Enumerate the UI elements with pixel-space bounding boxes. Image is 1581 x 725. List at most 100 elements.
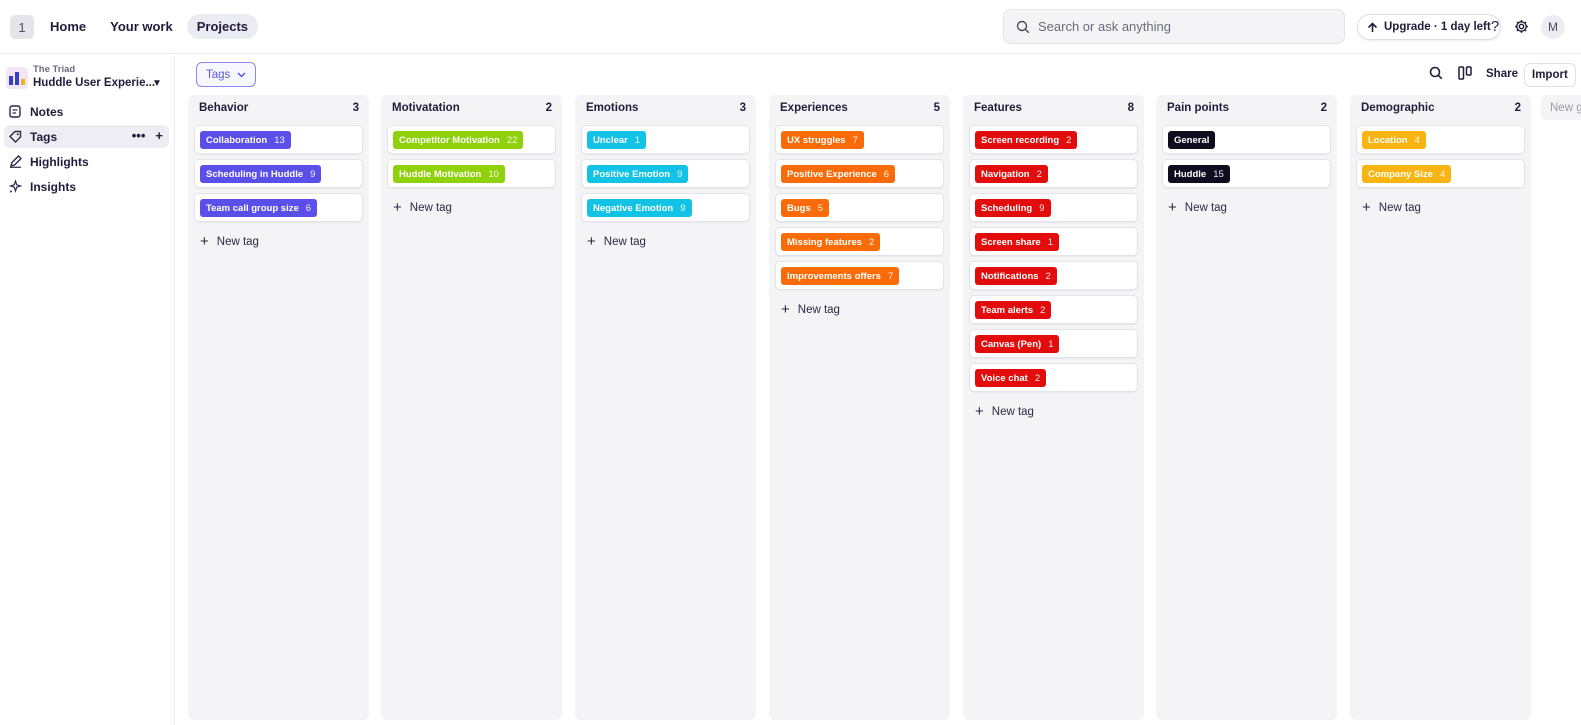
tag-card[interactable]: Team alerts 2 — [969, 295, 1138, 324]
tag-card[interactable]: Positive Emotion 9 — [581, 159, 750, 188]
new-tag-button[interactable]: + New tag — [393, 199, 452, 216]
tag-card[interactable]: Screen recording 2 — [969, 125, 1138, 154]
tag-pill[interactable]: Unclear 1 — [587, 131, 647, 149]
gear-icon[interactable] — [1511, 16, 1531, 36]
tag-card[interactable]: Bugs 5 — [775, 193, 944, 222]
tag-pill[interactable]: Notifications 2 — [975, 267, 1057, 285]
new-tag-button[interactable]: + New tag — [975, 403, 1034, 420]
board-search-icon[interactable] — [1429, 66, 1443, 83]
tag-group-column: Features 8 Screen recording 2 Navigation 2 Sch… — [963, 95, 1144, 720]
nav-your-work[interactable]: Your work — [110, 19, 173, 34]
view-selector[interactable]: Tags — [196, 62, 257, 87]
new-tag-button[interactable]: + New tag — [1362, 199, 1421, 216]
tag-pill[interactable]: Improvements offers 7 — [781, 267, 900, 285]
column-header[interactable]: Emotions 3 — [586, 102, 746, 114]
search-icon — [1016, 20, 1030, 33]
tag-pill[interactable]: UX struggles 7 — [781, 131, 864, 149]
tag-count: 7 — [887, 270, 894, 282]
sidebar-item-highlights[interactable]: Highlights — [4, 150, 169, 173]
tag-pill[interactable]: Positive Experience 6 — [781, 165, 896, 183]
tag-card[interactable]: Voice chat 2 — [969, 363, 1138, 392]
sidebar-item-label: Notes — [30, 104, 64, 119]
tag-pill[interactable]: Huddle 15 — [1168, 165, 1230, 183]
tag-card[interactable]: Navigation 2 — [969, 159, 1138, 188]
tag-pill[interactable]: Positive Emotion 9 — [587, 165, 689, 183]
column-header[interactable]: Motivatation 2 — [392, 102, 552, 114]
tag-pill[interactable]: Navigation 2 — [975, 165, 1048, 183]
tag-card[interactable]: Missing features 2 — [775, 227, 944, 256]
tag-card[interactable]: Team call group size 6 — [194, 193, 363, 222]
tag-card[interactable]: Location 4 — [1356, 125, 1525, 154]
workspace-badge[interactable]: 1 — [10, 15, 34, 39]
tag-pill[interactable]: Competitor Motivation 22 — [393, 131, 524, 149]
tag-name: Screen recording — [981, 134, 1060, 146]
search-input[interactable]: Search or ask anything — [1003, 9, 1345, 44]
chevron-down-icon[interactable]: ▼ — [152, 78, 162, 89]
share-button[interactable]: Share — [1486, 68, 1518, 80]
new-tag-button[interactable]: + New tag — [781, 301, 840, 318]
avatar[interactable]: M — [1541, 15, 1565, 39]
column-header[interactable]: Features 8 — [974, 102, 1134, 114]
tag-pill[interactable]: Location 4 — [1362, 131, 1426, 149]
tag-card[interactable]: Scheduling 9 — [969, 193, 1138, 222]
sidebar-item-tags[interactable]: Tags ••• + — [4, 125, 169, 148]
sidebar-item-notes[interactable]: Notes — [4, 100, 169, 123]
column-header[interactable]: Behavior 3 — [199, 102, 359, 114]
tag-pill[interactable]: Negative Emotion 9 — [587, 199, 692, 217]
new-tag-button[interactable]: + New tag — [587, 233, 646, 250]
new-tag-button[interactable]: + New tag — [200, 233, 259, 250]
tag-pill[interactable]: Team alerts 2 — [975, 301, 1052, 319]
tag-card[interactable]: Positive Experience 6 — [775, 159, 944, 188]
help-icon[interactable]: ? — [1490, 17, 1500, 35]
tag-card[interactable]: Company Size 4 — [1356, 159, 1525, 188]
tag-pill[interactable]: Missing features 2 — [781, 233, 881, 251]
tag-pill[interactable]: Company Size 4 — [1362, 165, 1452, 183]
tag-pill[interactable]: General — [1168, 131, 1216, 149]
tag-card[interactable]: Collaboration 13 — [194, 125, 363, 154]
tag-card[interactable]: Huddle Motivation 10 — [387, 159, 556, 188]
tag-pill[interactable]: Canvas (Pen) 1 — [975, 335, 1060, 353]
tag-name: Improvements offers — [787, 270, 881, 282]
tag-count: 10 — [488, 168, 499, 180]
tag-pill[interactable]: Scheduling 9 — [975, 199, 1051, 217]
tag-card[interactable]: Notifications 2 — [969, 261, 1138, 290]
new-group-column[interactable]: New g — [1541, 95, 1581, 120]
tag-pill[interactable]: Huddle Motivation 10 — [393, 165, 505, 183]
tag-card[interactable]: Huddle 15 — [1162, 159, 1331, 188]
tag-pill[interactable]: Collaboration 13 — [200, 131, 291, 149]
tag-pill[interactable]: Voice chat 2 — [975, 369, 1047, 387]
tag-card[interactable]: Competitor Motivation 22 — [387, 125, 556, 154]
tag-card[interactable]: Scheduling in Huddle 9 — [194, 159, 363, 188]
tag-card[interactable]: UX struggles 7 — [775, 125, 944, 154]
column-header[interactable]: Pain points 2 — [1167, 102, 1327, 114]
tag-count: 2 — [868, 236, 875, 248]
project-switcher[interactable]: The Triad Huddle User Experie... ▼ — [6, 64, 171, 102]
tag-pill[interactable]: Screen share 1 — [975, 233, 1059, 251]
tag-pill[interactable]: Team call group size 6 — [200, 199, 318, 217]
column-title: Emotions — [586, 102, 639, 114]
new-tag-button[interactable]: + New tag — [1168, 199, 1227, 216]
tag-card[interactable]: Unclear 1 — [581, 125, 750, 154]
column-header[interactable]: Demographic 2 — [1361, 102, 1521, 114]
tag-card[interactable]: General — [1162, 125, 1331, 154]
nav-home[interactable]: Home — [50, 19, 87, 34]
upgrade-button[interactable]: Upgrade · 1 day left — [1357, 14, 1501, 40]
column-header[interactable]: Experiences 5 — [780, 102, 940, 114]
sidebar-item-insights[interactable]: Insights — [4, 175, 169, 198]
board-layout-icon[interactable] — [1458, 66, 1472, 83]
import-button[interactable]: Import — [1524, 63, 1576, 87]
more-options-icon[interactable]: ••• — [131, 128, 146, 143]
add-icon[interactable]: + — [155, 128, 163, 143]
tag-pill[interactable]: Bugs 5 — [781, 199, 830, 217]
column-count: 3 — [739, 102, 746, 114]
column-title: Behavior — [199, 102, 249, 114]
tag-card[interactable]: Canvas (Pen) 1 — [969, 329, 1138, 358]
tag-pill[interactable]: Scheduling in Huddle 9 — [200, 165, 322, 183]
nav-projects[interactable]: Projects — [186, 14, 259, 39]
tag-pill[interactable]: Screen recording 2 — [975, 131, 1078, 149]
tag-group-column: Motivatation 2 Competitor Motivation 22 Hudd… — [381, 95, 562, 720]
tag-card[interactable]: Screen share 1 — [969, 227, 1138, 256]
column-count: 2 — [1514, 102, 1521, 114]
tag-card[interactable]: Negative Emotion 9 — [581, 193, 750, 222]
tag-card[interactable]: Improvements offers 7 — [775, 261, 944, 290]
